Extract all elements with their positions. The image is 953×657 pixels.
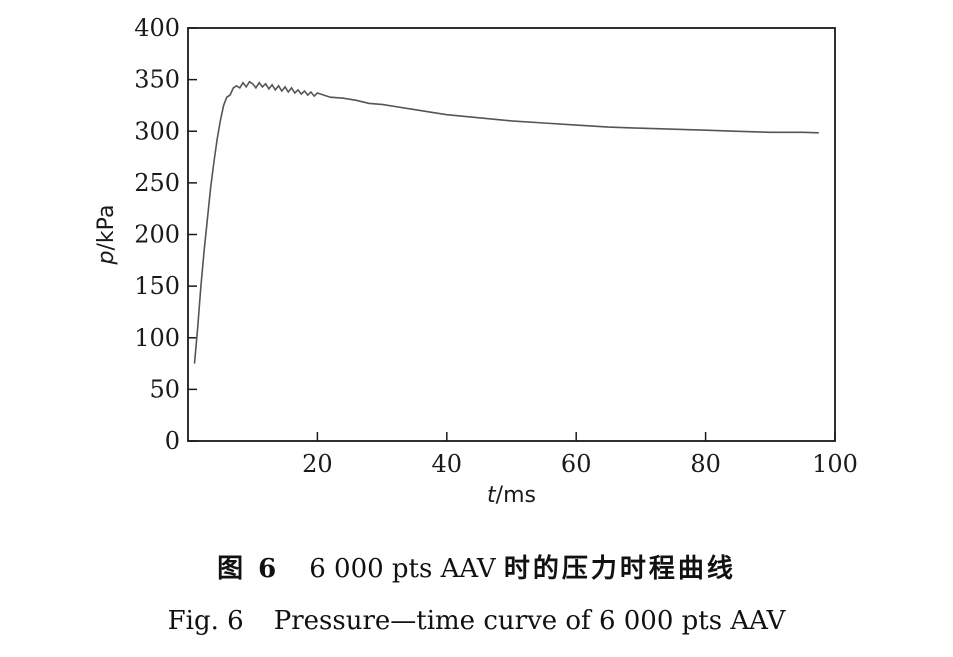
caption-cn-number: 6 000 pts AAV [309,554,496,584]
plot-frame [187,27,836,442]
y-axis-ticks: 0 50 100 150 200 250 300 350 400 [134,14,197,455]
pressure-time-chart: 0 50 100 150 200 250 300 350 400 20 40 60 80 100 t/m… [94,14,858,508]
y-tick-label: 350 [134,66,180,94]
y-tick-label: 250 [134,169,180,197]
x-tick-label: 40 [432,450,463,478]
y-tick-label: 0 [165,427,180,455]
caption-en-title: Pressure—time curve of 6 000 pts AAV [273,606,786,636]
y-tick-label: 150 [134,272,180,300]
caption-cn-title: 时的压力时程曲线 [503,554,736,584]
x-tick-label: 60 [561,450,592,478]
x-axis-unit: /ms [496,483,536,508]
y-tick-label: 100 [134,324,180,352]
pressure-curve [193,80,819,364]
x-tick-label: 100 [812,450,858,478]
caption-en-label: Fig. 6 [167,606,244,636]
x-axis-ticks: 20 40 60 80 100 [302,432,858,478]
x-axis-title: t/ms [487,483,536,508]
y-tick-label: 50 [149,375,180,403]
y-tick-label: 300 [134,117,180,145]
y-axis-title: p/kPa [94,205,119,266]
y-axis-variable: p [94,250,119,265]
y-tick-label: 400 [134,14,180,42]
x-axis-variable: t [487,483,497,508]
figure-caption-chinese: 图 6 6 000 pts AAV 时的压力时程曲线 [0,548,953,585]
y-tick-label: 200 [134,221,180,249]
caption-cn-label: 图 6 [217,554,280,584]
y-axis-unit: /kPa [94,205,119,251]
figure-caption-english: Fig. 6 Pressure—time curve of 6 000 pts A… [0,606,953,636]
x-tick-label: 20 [302,450,333,478]
x-tick-label: 80 [690,450,721,478]
